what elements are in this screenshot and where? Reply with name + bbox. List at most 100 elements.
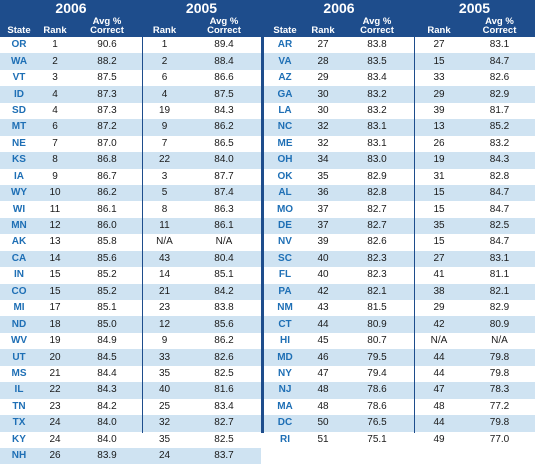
rank-2006-cell: 12 [49,220,61,232]
avg-correct-2005-cell: 77.0 [489,433,510,445]
table-row: GA 30 83.2 29 82.9 [264,86,535,103]
table-row: OH 34 83.0 19 84.3 [264,152,535,169]
table-row: TN 23 84.2 25 83.4 [0,399,261,415]
avg-correct-2006-cell: 86.7 [97,170,117,182]
table-row: MT 6 87.2 9 86.2 [0,119,261,136]
avg-correct-2005-cell: 82.8 [489,170,510,182]
rank-2006-cell: 32 [317,121,329,133]
rank-2005-cell: 29 [433,88,445,100]
rank-2005-cell: 1 [161,39,168,51]
avg-correct-2005-cell: N/A [491,335,508,347]
table-row: WI 11 86.1 8 86.3 [0,201,261,217]
rank-2005-cell: 12 [158,318,171,330]
avg-correct-2005-cell: 87.5 [214,88,234,100]
avg-correct-2005-cell: 77.2 [489,400,510,412]
state-cell: NC [277,121,293,133]
avg-correct-2006-cell: 85.1 [97,302,117,314]
avg-correct-2005-cell: 83.1 [489,252,510,264]
avg-correct-2006-cell: 90.6 [97,39,117,51]
avg-correct-2005-cell: 79.8 [489,351,510,363]
year-2005-header: 2005 [458,0,491,16]
rank-2006-cell: 42 [317,285,329,297]
avg-correct-2006-cell: 84.2 [97,400,117,412]
state-cell: NV [278,236,292,248]
state-cell: MT [11,121,27,133]
rank-2005-cell: 35 [158,433,171,445]
avg-correct-2005-cell: 87.4 [214,187,234,199]
table-row: LA 30 83.2 39 81.7 [264,103,535,119]
avg-correct-2005-cell: 84.0 [214,154,234,166]
rank-2006-cell: 1 [52,39,58,51]
state-cell: OR [11,39,27,51]
table-row: AZ 29 83.4 33 82.6 [264,70,535,86]
avg-correct-2006-cell: 87.3 [97,88,117,100]
avg-correct-2006-cell: 75.1 [367,433,387,445]
state-cell: RI [280,433,290,445]
avg-correct-2005-cell: 86.2 [214,335,234,347]
avg-correct-2005-cell: 81.1 [489,269,510,281]
state-cell: PA [278,285,292,297]
rank-2005-cell: 24 [158,450,171,462]
avg-correct-2005-cell: 78.3 [489,384,510,396]
table-row: UT 20 84.5 33 82.6 [0,349,261,366]
rank-2006-cell: 14 [49,252,61,264]
table-row: ID 4 87.3 4 87.5 [0,86,261,103]
left-table: 2006 2005 State Rank Avg % Correct Rank A… [0,0,261,464]
avg-correct-2006-cell: 82.7 [367,203,387,215]
avg-correct-2005-cell: 85.2 [489,121,510,133]
rank-2005-cell: 5 [161,187,168,199]
avg-correct-2006-cell: 87.5 [97,72,117,84]
state-cell: CA [11,252,27,264]
avg-correct-2006-cell: 82.3 [367,252,387,264]
year-header-row: 2006 2005 [264,0,535,17]
rank-2006-cell: 28 [317,55,329,67]
table-row: NY 47 79.4 44 79.8 [264,366,535,382]
year-divider-left [142,0,143,433]
rank-2006-cell: 15 [49,285,61,297]
rank-2005-cell: 32 [158,417,171,429]
avg-correct-2005-cell: 87.7 [214,170,234,182]
avg-correct-2005-cell: 82.6 [214,351,234,363]
avg-correct-2006-cell: 82.6 [367,236,387,248]
rank-2006-cell: 9 [52,170,58,182]
table-row: FL 40 82.3 41 81.1 [264,267,535,283]
rank-2005-cell: 7 [161,137,168,149]
rank-2006-cell: 26 [49,450,61,462]
avg-correct-2006-cell: 84.5 [97,351,117,363]
state-cell: MI [13,302,25,314]
rank-2005-cell: 15 [433,187,445,199]
rank-2005-cell: 27 [433,39,445,51]
state-cell: ME [277,137,293,149]
avg-correct-2006-cell: 83.1 [367,137,387,149]
state-cell: WV [10,335,28,347]
state-cell: KS [12,154,26,166]
avg-correct-2006-cell: 78.6 [367,400,387,412]
table-row: MI 17 85.1 23 83.8 [0,300,261,316]
avg-correct-2005-cell: 79.8 [489,367,510,379]
rank-2006-cell: 17 [49,302,61,314]
state-cell: TX [12,417,26,429]
state-cell: IA [14,170,24,182]
avg-correct-2006-column-header: Avg % Correct [360,16,394,36]
state-cell: DC [277,417,293,429]
rank-2006-cell: 6 [52,121,58,133]
rank-2006-cell: 48 [317,400,329,412]
rank-2006-cell: 30 [317,88,329,100]
year-2005-header: 2005 [185,0,218,16]
rank-2006-cell: 43 [317,302,329,314]
avg-correct-2006-cell: 78.6 [367,384,387,396]
rank-2006-cell: 18 [49,318,61,330]
rank-2005-cell: 44 [433,351,445,363]
avg-correct-2005-cell: 84.7 [489,55,510,67]
avg-correct-2006-cell: 87.2 [97,121,117,133]
table-row: SD 4 87.3 19 84.3 [0,103,261,119]
table-row: CT 44 80.9 42 80.9 [264,316,535,333]
rank-2006-cell: 19 [49,335,61,347]
rank-2005-cell: 33 [433,72,445,84]
rank-2005-cell: 3 [161,170,168,182]
avg-correct-2006-cell: 80.9 [367,318,387,330]
year-2006-header: 2006 [323,0,355,16]
state-cell: DE [278,220,292,232]
rank-2006-cell: 4 [52,88,58,100]
avg-correct-2005-cell: 80.9 [489,318,510,330]
